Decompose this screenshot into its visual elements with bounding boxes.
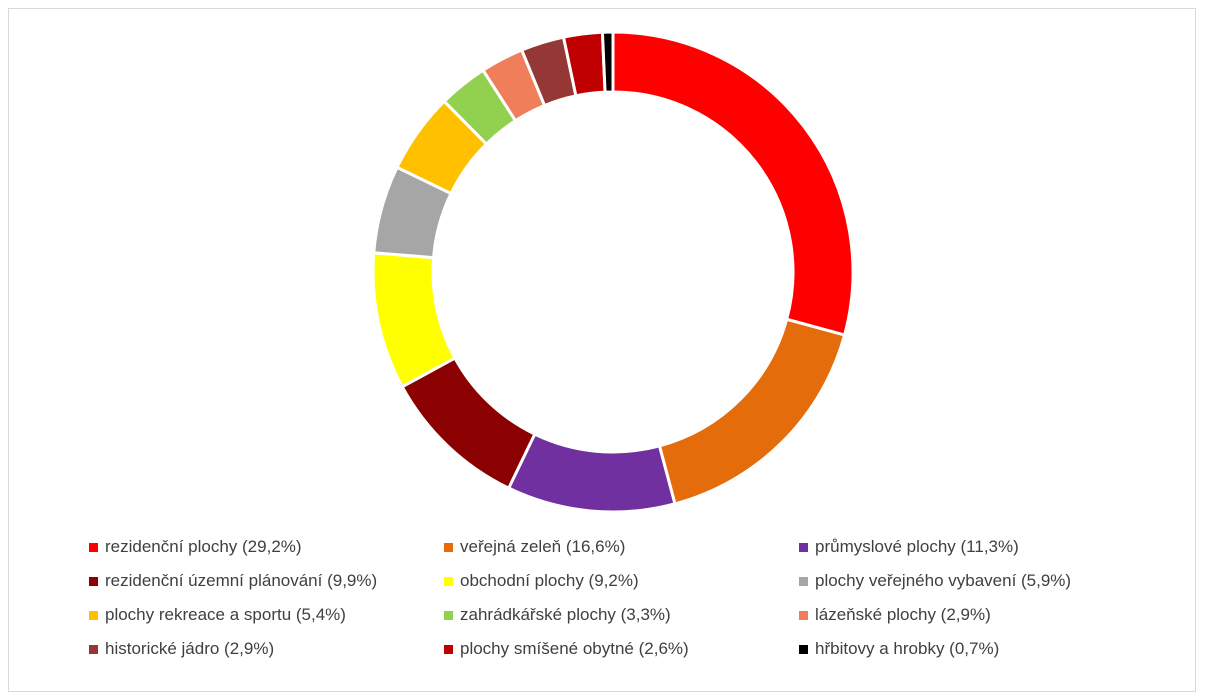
legend-row: rezidenční územní plánování (9,9%) obcho…	[89, 571, 1189, 605]
legend-item: průmyslové plochy (11,3%)	[799, 537, 1019, 557]
legend-swatch	[89, 576, 98, 586]
legend-label: průmyslové plochy (11,3%)	[815, 537, 1019, 556]
legend-swatch	[444, 610, 453, 620]
legend-swatch	[444, 542, 453, 552]
legend-swatch	[89, 610, 98, 620]
legend-swatch	[89, 644, 98, 654]
legend-label: lázeňské plochy (2,9%)	[815, 605, 991, 624]
legend-item: plochy veřejného vybavení (5,9%)	[799, 571, 1071, 591]
legend-swatch	[799, 542, 808, 552]
legend-item: plochy smíšené obytné (2,6%)	[444, 639, 689, 659]
legend-label: plochy veřejného vybavení (5,9%)	[815, 571, 1072, 590]
legend-item: lázeňské plochy (2,9%)	[799, 605, 991, 625]
legend-swatch	[799, 576, 808, 586]
legend-label: plochy smíšené obytné (2,6%)	[460, 639, 689, 658]
legend-item: historické jádro (2,9%)	[89, 639, 274, 659]
legend-item: plochy rekreace a sportu (5,4%)	[89, 605, 346, 625]
legend-item: obchodní plochy (9,2%)	[444, 571, 639, 591]
legend-swatch	[799, 644, 808, 654]
legend-item: zahrádkářské plochy (3,3%)	[444, 605, 671, 625]
legend-row: historické jádro (2,9%) plochy smíšené o…	[89, 639, 1189, 673]
legend-label: hřbitovy a hrobky (0,7%)	[815, 639, 1000, 658]
legend-item: rezidenční územní plánování (9,9%)	[89, 571, 377, 591]
legend-row: rezidenční plochy (29,2%) veřejná zeleň …	[89, 537, 1189, 571]
donut-slice	[506, 432, 677, 514]
legend-label: historické jádro (2,9%)	[105, 639, 275, 658]
chart-legend: rezidenční plochy (29,2%) veřejná zeleň …	[89, 537, 1189, 673]
legend-swatch	[799, 610, 808, 620]
legend-item: rezidenční plochy (29,2%)	[89, 537, 302, 557]
legend-label: plochy rekreace a sportu (5,4%)	[105, 605, 346, 624]
legend-label: obchodní plochy (9,2%)	[460, 571, 639, 590]
donut-chart	[371, 30, 855, 514]
donut-slice	[600, 30, 615, 94]
legend-label: veřejná zeleň (16,6%)	[460, 537, 626, 556]
legend-row: plochy rekreace a sportu (5,4%) zahrádká…	[89, 605, 1189, 639]
donut-slice	[611, 30, 855, 337]
legend-item: hřbitovy a hrobky (0,7%)	[799, 639, 999, 659]
chart-area: rezidenční plochy (29,2%) veřejná zeleň …	[8, 8, 1196, 692]
legend-item: veřejná zeleň (16,6%)	[444, 537, 625, 557]
legend-swatch	[444, 576, 453, 586]
legend-label: rezidenční územní plánování (9,9%)	[105, 571, 378, 590]
donut-slice	[657, 317, 847, 506]
legend-label: rezidenční plochy (29,2%)	[105, 537, 302, 556]
legend-label: zahrádkářské plochy (3,3%)	[460, 605, 671, 624]
legend-swatch	[89, 542, 98, 552]
legend-swatch	[444, 644, 453, 654]
